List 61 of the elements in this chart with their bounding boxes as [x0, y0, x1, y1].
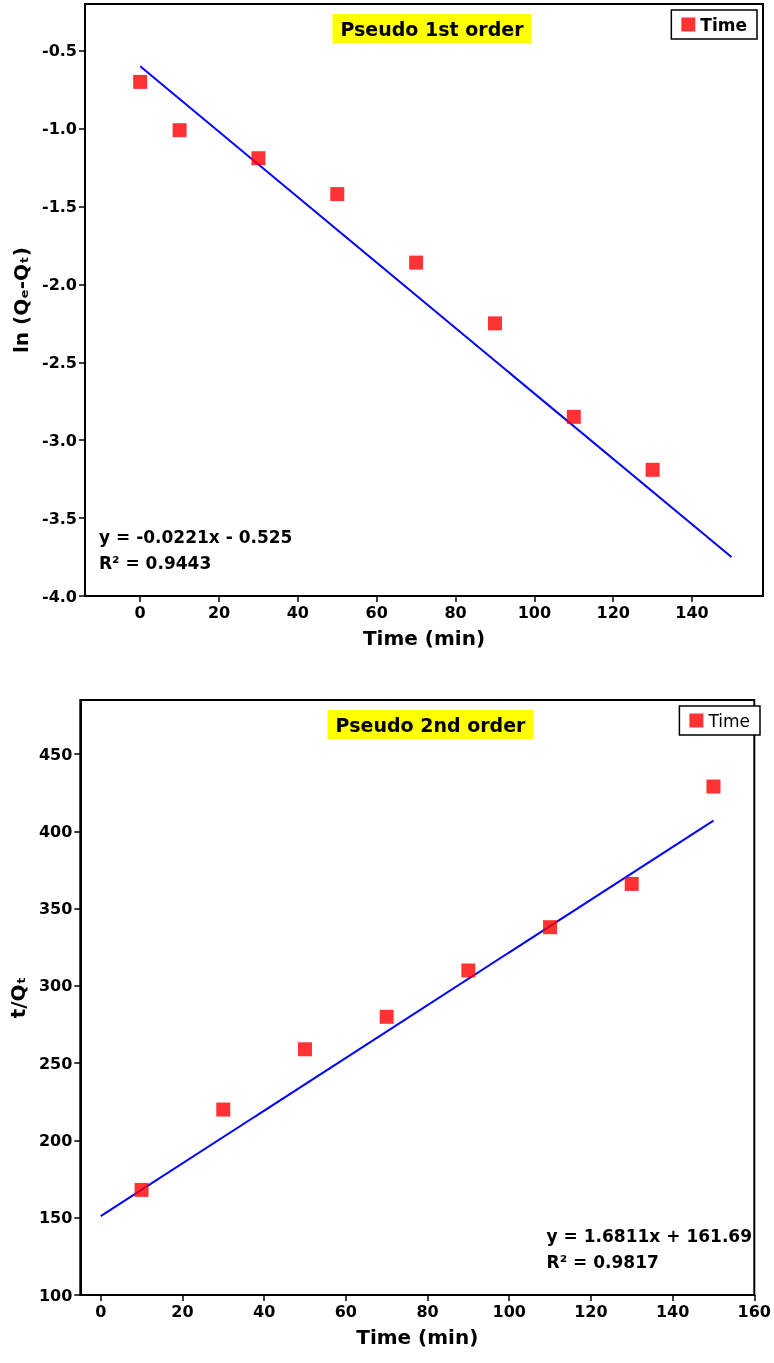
point	[409, 255, 424, 270]
point	[297, 1042, 312, 1057]
y-tick-label: 350	[38, 899, 73, 919]
legend-label: Time	[700, 14, 747, 35]
x-axis-title: Time (min)	[362, 626, 486, 650]
y-tick-label: 400	[38, 821, 73, 841]
y-tick-label: 150	[38, 1208, 73, 1228]
x-tick-label: 40	[252, 1301, 276, 1321]
y-tick-label: -0.5	[42, 41, 77, 61]
x-axis-title: Time (min)	[356, 1325, 479, 1349]
y-tick-label: -2.5	[42, 352, 77, 372]
y-tick-label: -3.0	[42, 430, 77, 450]
x-tick-label: 140	[655, 1301, 690, 1321]
y-tick-label: -1.0	[42, 119, 77, 139]
point	[706, 779, 721, 794]
point	[172, 123, 187, 138]
y-tick-label: -2.0	[42, 274, 77, 294]
y-tick-label: 450	[38, 744, 73, 764]
point	[645, 462, 660, 477]
y-tick-label: 200	[38, 1130, 73, 1150]
x-tick-label: 100	[492, 1301, 526, 1321]
text: Pseudo 1st order	[340, 17, 525, 40]
legend-label: Time	[707, 710, 751, 731]
point	[216, 1102, 231, 1117]
x-tick-label: 0	[95, 1301, 107, 1321]
point	[251, 151, 266, 166]
annotation: y = 1.6811x + 161.69	[546, 1226, 753, 1246]
point	[461, 963, 476, 978]
annotation: y = -0.0221x - 0.525	[99, 527, 293, 547]
point	[133, 74, 148, 89]
text: Pseudo 2nd order	[335, 713, 527, 736]
annotation: R² = 0.9817	[546, 1252, 659, 1272]
x-tick-label: 140	[675, 602, 709, 622]
y-tick-label: 250	[38, 1053, 73, 1073]
point	[330, 187, 345, 202]
x-tick-label: 20	[171, 1301, 194, 1321]
annotation: R² = 0.9443	[99, 553, 212, 573]
x-tick-label: 60	[334, 1301, 357, 1321]
y-tick-label: -3.5	[42, 508, 77, 528]
x-tick-label: 20	[207, 602, 231, 622]
point	[379, 1009, 394, 1024]
y-tick-label: 100	[38, 1285, 73, 1305]
y-axis-title: ln (Qₑ-Qₜ)	[9, 247, 34, 353]
point	[487, 316, 502, 331]
point	[624, 876, 639, 891]
x-tick-label: 80	[416, 1301, 439, 1321]
x-tick-label: 120	[596, 602, 630, 622]
x-tick-label: 120	[574, 1301, 608, 1321]
point	[566, 409, 581, 424]
x-tick-label: 80	[444, 602, 467, 622]
x-tick-label: 40	[286, 602, 309, 622]
y-tick-label: -4.0	[42, 586, 77, 606]
x-tick-label: 60	[365, 602, 388, 622]
x-tick-label: 100	[517, 602, 552, 622]
point	[134, 1182, 149, 1197]
x-tick-label: 160	[737, 1301, 771, 1321]
y-tick-label: 300	[38, 976, 73, 996]
y-tick-label: -1.5	[42, 197, 77, 217]
point	[543, 920, 558, 935]
x-tick-label: 0	[134, 602, 146, 622]
y-axis-title: t/Qₜ	[6, 976, 30, 1019]
